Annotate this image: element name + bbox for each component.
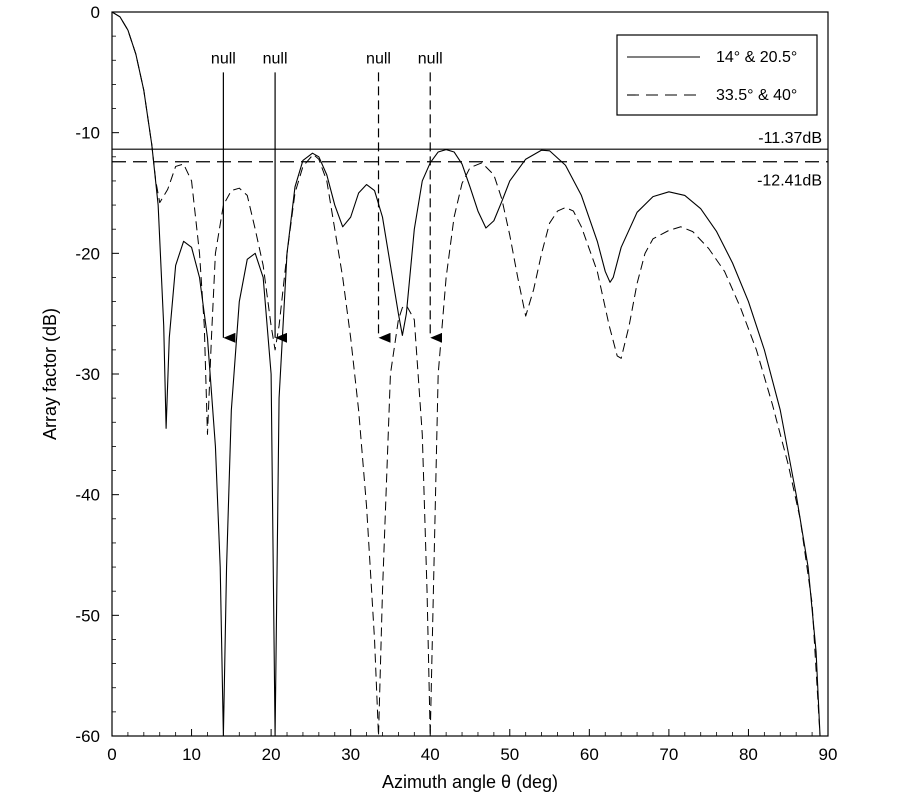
plot-frame <box>111 11 829 737</box>
reference-label-2: -12.41dB <box>757 173 822 190</box>
null-label-3: null <box>366 50 391 67</box>
reference-label-1: -11.37dB <box>758 130 822 147</box>
y-tick-label: 0 <box>91 3 100 22</box>
x-tick-label: 30 <box>341 745 360 764</box>
x-tick-label: 90 <box>819 745 838 764</box>
null-label-2: null <box>263 50 288 67</box>
x-tick-label: 0 <box>107 745 116 764</box>
x-tick-label: 60 <box>580 745 599 764</box>
legend-label-series-1: 14° & 20.5° <box>716 49 797 66</box>
x-tick-label: 40 <box>421 745 440 764</box>
y-tick-label: -50 <box>75 606 100 625</box>
x-tick-label: 70 <box>659 745 678 764</box>
null-label-1: null <box>211 50 236 67</box>
x-tick-label: 80 <box>739 745 758 764</box>
x-axis-title: Azimuth angle θ (deg) <box>382 772 558 792</box>
null-label-4: null <box>418 50 443 67</box>
reference-lines-group: -11.37dB -12.41dB <box>112 130 828 190</box>
y-tick-label: -10 <box>75 124 100 143</box>
ticks-group <box>111 11 829 737</box>
legend-label-series-2: 33.5° & 40° <box>716 87 797 104</box>
tick-labels-group: 0 10 20 30 40 50 60 70 80 90 0 -10 -20 -30 -40 -50 -60 <box>75 3 837 764</box>
legend: 14° & 20.5° 33.5° & 40° <box>616 34 818 116</box>
y-tick-label: -60 <box>75 727 100 746</box>
series-line-1 <box>111 11 821 737</box>
series-line-2 <box>111 11 821 737</box>
x-tick-label: 10 <box>182 745 201 764</box>
y-tick-label: -30 <box>75 365 100 384</box>
x-tick-label: 20 <box>262 745 281 764</box>
y-tick-label: -40 <box>75 486 100 505</box>
legend-box <box>616 34 818 116</box>
x-tick-label: 50 <box>500 745 519 764</box>
y-axis-title: Array factor (dB) <box>40 308 60 440</box>
curves-group <box>111 11 821 737</box>
null-markers-group: null null null null <box>211 50 443 343</box>
y-tick-label: -20 <box>75 244 100 263</box>
